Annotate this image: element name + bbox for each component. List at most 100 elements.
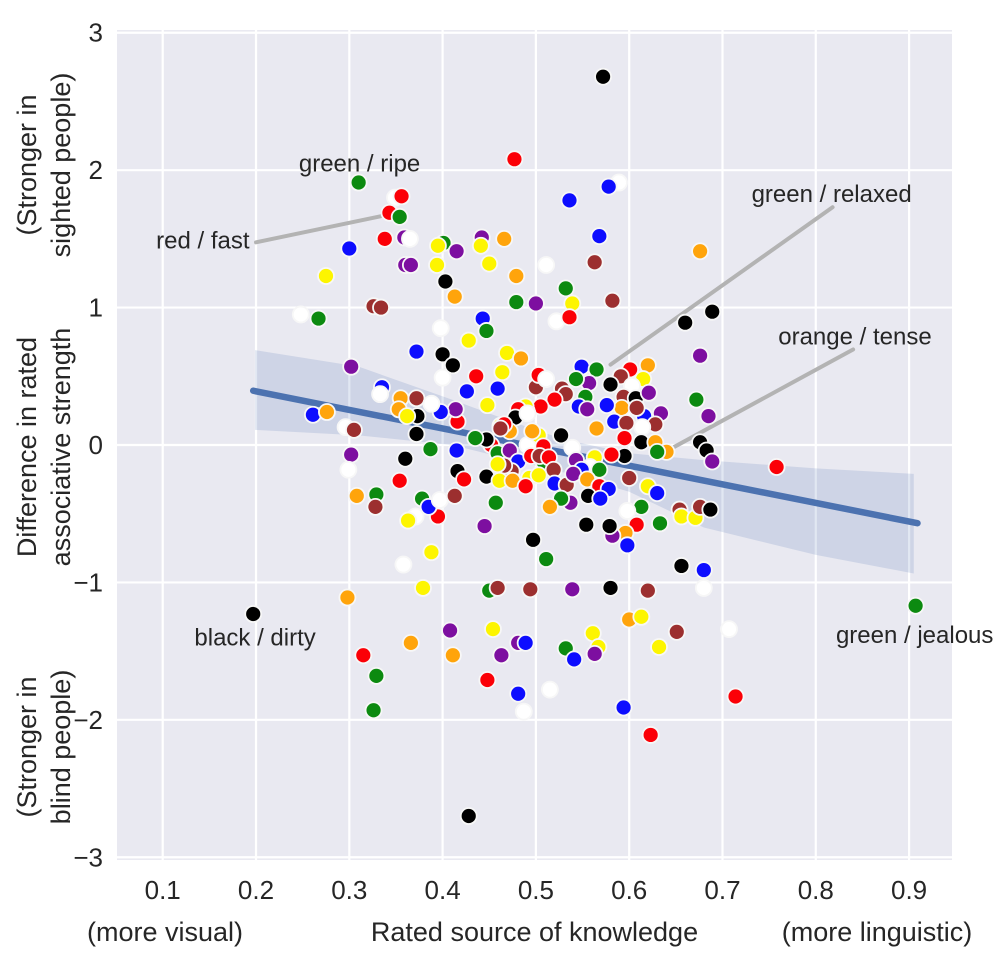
data-point-green (390, 207, 409, 226)
data-point-orange (523, 422, 542, 441)
data-point-yellow (493, 363, 512, 382)
data-point-green (364, 701, 383, 720)
data-point-purple (475, 517, 494, 535)
data-point-green (477, 322, 496, 340)
data-point-brown (667, 622, 686, 641)
data-point-blue (488, 379, 507, 398)
data-point-black (676, 313, 695, 332)
x-tick-labels: 0.1 0.2 0.3 0.4 0.5 0.6 0.7 0.8 0.9 (145, 875, 928, 905)
data-point-white (540, 680, 559, 699)
data-point-white (401, 229, 419, 248)
data-point-white (514, 702, 533, 721)
data-point-red (726, 687, 745, 706)
data-point-black (552, 426, 570, 445)
data-point-purple (585, 644, 604, 663)
annotation-label: green / ripe (299, 151, 420, 178)
data-point-yellow (471, 236, 490, 255)
data-point-brown (366, 497, 385, 516)
data-point-white (633, 418, 652, 437)
y-axis-label-top: (Stronger in (12, 94, 42, 235)
data-point-red (375, 229, 394, 248)
y-axis-label-bottom: (Stronger in (12, 676, 42, 817)
data-point-red (767, 458, 786, 476)
data-point-brown (372, 298, 390, 317)
data-point-white (430, 491, 449, 509)
data-point-orange (443, 646, 462, 665)
annotation-label: orange / tense (778, 324, 931, 351)
data-point-yellow (529, 466, 548, 485)
data-point-white (291, 305, 310, 324)
data-point-black (443, 356, 462, 375)
data-point-brown (445, 486, 464, 505)
data-point-black (594, 67, 612, 86)
x-tick-label: 0.6 (611, 875, 647, 905)
data-point-white (537, 256, 556, 274)
annotation-label: black / dirty (194, 625, 315, 652)
y-axis-label-bottom: blind people) (46, 670, 76, 825)
data-point-white (394, 555, 413, 574)
x-tick-label: 0.1 (145, 875, 181, 905)
annotation-label: green / relaxed (752, 181, 912, 208)
data-point-orange (401, 633, 420, 652)
data-point-green (309, 309, 328, 328)
data-point-black (600, 517, 619, 535)
annotation-leader-line (671, 347, 856, 450)
data-point-white (694, 579, 713, 597)
x-tick-label: 0.8 (798, 875, 834, 905)
data-point-brown (407, 389, 426, 408)
data-point-purple (691, 346, 710, 365)
data-point-black (601, 579, 620, 597)
annotation-leader-line (608, 205, 835, 367)
data-point-blue (597, 396, 616, 415)
x-tick-label: 0.2 (238, 875, 274, 905)
data-point-white (720, 620, 738, 639)
data-point-red (390, 471, 409, 490)
data-point-red (545, 390, 564, 409)
data-point-orange (540, 497, 559, 516)
data-point-black (407, 425, 426, 443)
data-point-orange (445, 287, 464, 306)
data-point-yellow (399, 511, 417, 530)
data-point-blue (447, 441, 466, 460)
data-point-green (567, 370, 585, 388)
data-point-purple (492, 646, 511, 665)
y-tick-label: −3 (73, 842, 103, 872)
data-point-yellow (428, 256, 446, 274)
data-point-green (687, 390, 706, 409)
data-point-brown (521, 580, 540, 599)
data-point-blue (590, 227, 609, 246)
data-point-yellow (632, 607, 651, 626)
scatter-points (244, 67, 925, 825)
data-point-yellow (484, 620, 502, 639)
data-point-blue (618, 536, 637, 555)
annotation-label: red / fast (156, 227, 250, 254)
annotation-leader-lines (254, 205, 856, 450)
data-point-orange (338, 588, 357, 607)
data-point-brown (627, 398, 646, 417)
annotations: green / ripe red / fast green / relaxed ora… (156, 151, 993, 652)
data-point-blue (591, 489, 610, 508)
data-point-black (672, 557, 691, 575)
data-point-brown (488, 579, 507, 597)
y-tick-label: −2 (73, 705, 103, 735)
data-point-red (516, 477, 535, 496)
data-point-green (906, 596, 925, 615)
data-point-green (507, 293, 526, 311)
data-point-yellow (459, 331, 478, 350)
data-point-white (339, 460, 358, 479)
data-point-purple (563, 580, 582, 599)
data-point-purple (699, 407, 718, 426)
data-point-yellow (429, 236, 447, 255)
data-point-green (587, 360, 606, 379)
data-point-green (648, 442, 667, 461)
data-point-purple (441, 621, 459, 640)
data-point-orange (347, 486, 366, 505)
data-point-purple (447, 242, 466, 261)
data-point-orange (512, 349, 530, 368)
y-axis-label-top: sighted people) (46, 73, 76, 258)
data-point-blue (509, 684, 528, 703)
data-point-black (459, 807, 478, 825)
data-point-orange (495, 229, 514, 248)
